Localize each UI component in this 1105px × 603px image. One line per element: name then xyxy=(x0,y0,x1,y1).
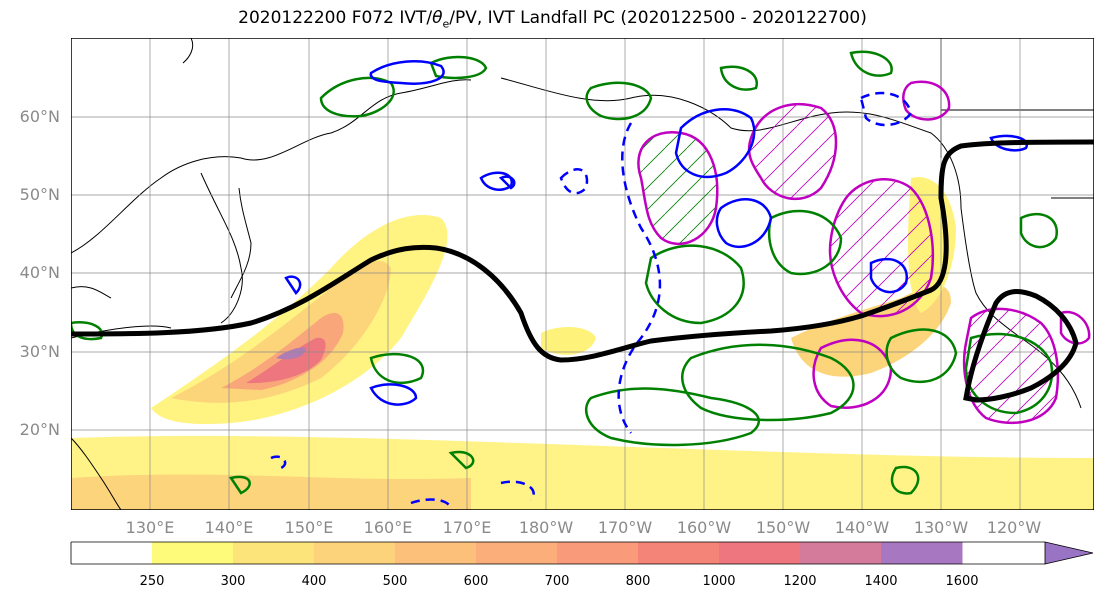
colorbar-cell xyxy=(881,542,963,564)
colorbar-cell xyxy=(476,542,558,564)
colorbar-cell xyxy=(395,542,477,564)
pv-dashed-contours xyxy=(270,91,913,510)
colorbar-cell xyxy=(314,542,396,564)
ivt-landfall-pc-line xyxy=(71,139,1094,403)
map-canvas xyxy=(71,38,1094,510)
lon-label-160w: 160°W xyxy=(676,518,732,537)
figure-title: 2020122200 F072 IVT/θe/PV, IVT Landfall … xyxy=(238,8,867,31)
colorbar-cell xyxy=(71,542,153,564)
ivt-shading xyxy=(71,177,1094,510)
colorbar-cell xyxy=(557,542,639,564)
lon-label-140e: 140°E xyxy=(204,518,254,537)
colorbar-tick-600: 600 xyxy=(463,574,489,589)
colorbar xyxy=(70,541,1094,565)
colorbar-cell xyxy=(233,542,315,564)
lon-label-180w: 180°W xyxy=(518,518,574,537)
pv-contours xyxy=(284,60,1028,406)
colorbar-tick-800: 800 xyxy=(625,574,651,589)
theta-e-contours xyxy=(71,50,1059,495)
colorbar-tick-250: 250 xyxy=(139,574,165,589)
colorbar-cell xyxy=(800,542,882,564)
lon-label-130e: 130°E xyxy=(125,518,175,537)
lon-label-140w: 140°W xyxy=(834,518,890,537)
lon-label-170e: 170°E xyxy=(442,518,492,537)
colorbar-tick-1200: 1200 xyxy=(783,574,817,589)
colorbar-tick-1400: 1400 xyxy=(864,574,898,589)
lon-label-120w: 120°W xyxy=(986,518,1042,537)
lon-label-150e: 150°E xyxy=(284,518,334,537)
lon-label-170w: 170°W xyxy=(597,518,653,537)
colorbar-cell xyxy=(719,542,801,564)
colorbar-tick-400: 400 xyxy=(301,574,327,589)
lat-label-40n: 40°N xyxy=(19,263,60,282)
colorbar-tick-500: 500 xyxy=(382,574,408,589)
colorbar-tick-1000: 1000 xyxy=(702,574,736,589)
lon-label-160e: 160°E xyxy=(363,518,413,537)
gridlines xyxy=(71,38,1094,510)
colorbar-tick-1600: 1600 xyxy=(945,574,979,589)
colorbar-tick-700: 700 xyxy=(544,574,570,589)
lon-label-130w: 130°W xyxy=(913,518,969,537)
colorbar-tick-300: 300 xyxy=(220,574,246,589)
colorbar-cell xyxy=(152,542,234,564)
lat-label-20n: 20°N xyxy=(19,420,60,439)
lat-label-50n: 50°N xyxy=(19,185,60,204)
map-panel xyxy=(71,38,1094,510)
colorbar-cell xyxy=(638,542,720,564)
lat-label-30n: 30°N xyxy=(19,342,60,361)
lat-label-60n: 60°N xyxy=(19,107,60,126)
lon-label-150w: 150°W xyxy=(755,518,811,537)
